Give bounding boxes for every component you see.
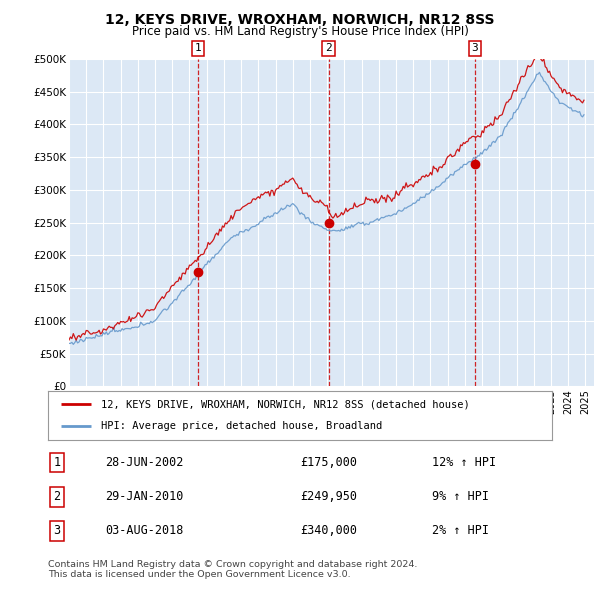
- Text: 12% ↑ HPI: 12% ↑ HPI: [432, 456, 496, 469]
- Text: 12, KEYS DRIVE, WROXHAM, NORWICH, NR12 8SS: 12, KEYS DRIVE, WROXHAM, NORWICH, NR12 8…: [105, 13, 495, 27]
- Text: 2: 2: [325, 44, 332, 54]
- Text: 29-JAN-2010: 29-JAN-2010: [105, 490, 184, 503]
- Text: 3: 3: [53, 525, 61, 537]
- Text: 1: 1: [53, 456, 61, 469]
- Text: HPI: Average price, detached house, Broadland: HPI: Average price, detached house, Broa…: [101, 421, 382, 431]
- Text: 3: 3: [472, 44, 478, 54]
- Text: £249,950: £249,950: [300, 490, 357, 503]
- Text: 1: 1: [194, 44, 202, 54]
- Text: £175,000: £175,000: [300, 456, 357, 469]
- Text: 03-AUG-2018: 03-AUG-2018: [105, 525, 184, 537]
- Text: 12, KEYS DRIVE, WROXHAM, NORWICH, NR12 8SS (detached house): 12, KEYS DRIVE, WROXHAM, NORWICH, NR12 8…: [101, 399, 470, 409]
- Text: 2% ↑ HPI: 2% ↑ HPI: [432, 525, 489, 537]
- Text: 2: 2: [53, 490, 61, 503]
- Text: 28-JUN-2002: 28-JUN-2002: [105, 456, 184, 469]
- Text: Price paid vs. HM Land Registry's House Price Index (HPI): Price paid vs. HM Land Registry's House …: [131, 25, 469, 38]
- Text: Contains HM Land Registry data © Crown copyright and database right 2024.
This d: Contains HM Land Registry data © Crown c…: [48, 560, 418, 579]
- Text: £340,000: £340,000: [300, 525, 357, 537]
- Text: 9% ↑ HPI: 9% ↑ HPI: [432, 490, 489, 503]
